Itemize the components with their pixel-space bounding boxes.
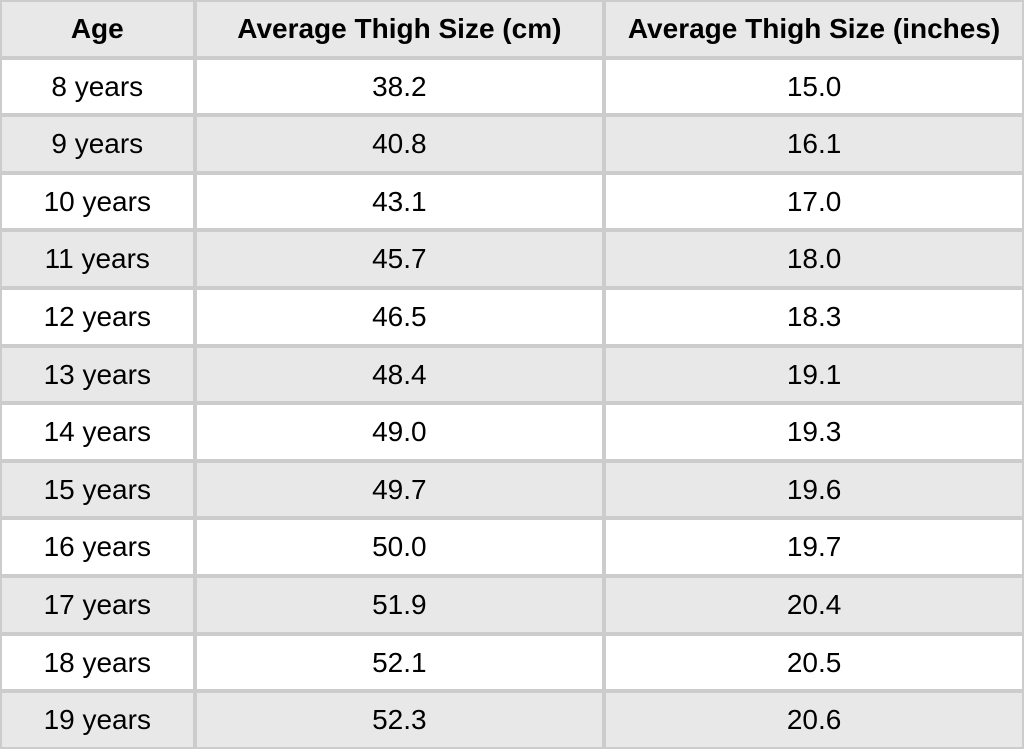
- cell-inches: 18.0: [604, 230, 1024, 288]
- col-header-age: Age: [0, 0, 195, 58]
- cell-cm: 49.7: [195, 461, 605, 519]
- cell-inches: 16.1: [604, 115, 1024, 173]
- cell-age: 9 years: [0, 115, 195, 173]
- cell-cm: 52.3: [195, 691, 605, 749]
- table-row: 15 years 49.7 19.6: [0, 461, 1024, 519]
- cell-inches: 19.1: [604, 346, 1024, 404]
- cell-cm: 46.5: [195, 288, 605, 346]
- table-row: 19 years 52.3 20.6: [0, 691, 1024, 749]
- cell-age: 14 years: [0, 403, 195, 461]
- table-row: 9 years 40.8 16.1: [0, 115, 1024, 173]
- cell-age: 10 years: [0, 173, 195, 231]
- cell-inches: 19.3: [604, 403, 1024, 461]
- cell-inches: 15.0: [604, 58, 1024, 116]
- table-row: 13 years 48.4 19.1: [0, 346, 1024, 404]
- cell-inches: 20.5: [604, 634, 1024, 692]
- table-row: 8 years 38.2 15.0: [0, 58, 1024, 116]
- cell-cm: 38.2: [195, 58, 605, 116]
- cell-age: 13 years: [0, 346, 195, 404]
- table-row: 16 years 50.0 19.7: [0, 518, 1024, 576]
- table-row: 17 years 51.9 20.4: [0, 576, 1024, 634]
- cell-age: 11 years: [0, 230, 195, 288]
- cell-cm: 43.1: [195, 173, 605, 231]
- cell-age: 12 years: [0, 288, 195, 346]
- cell-inches: 19.6: [604, 461, 1024, 519]
- cell-age: 15 years: [0, 461, 195, 519]
- cell-age: 19 years: [0, 691, 195, 749]
- cell-inches: 18.3: [604, 288, 1024, 346]
- cell-inches: 19.7: [604, 518, 1024, 576]
- table-header-row: Age Average Thigh Size (cm) Average Thig…: [0, 0, 1024, 58]
- cell-cm: 52.1: [195, 634, 605, 692]
- table-row: 11 years 45.7 18.0: [0, 230, 1024, 288]
- cell-cm: 45.7: [195, 230, 605, 288]
- cell-inches: 17.0: [604, 173, 1024, 231]
- col-header-inches: Average Thigh Size (inches): [604, 0, 1024, 58]
- table-row: 12 years 46.5 18.3: [0, 288, 1024, 346]
- table-row: 18 years 52.1 20.5: [0, 634, 1024, 692]
- cell-inches: 20.4: [604, 576, 1024, 634]
- cell-cm: 40.8: [195, 115, 605, 173]
- thigh-size-table: Age Average Thigh Size (cm) Average Thig…: [0, 0, 1024, 749]
- cell-cm: 48.4: [195, 346, 605, 404]
- cell-cm: 51.9: [195, 576, 605, 634]
- col-header-cm: Average Thigh Size (cm): [195, 0, 605, 58]
- cell-age: 16 years: [0, 518, 195, 576]
- cell-cm: 50.0: [195, 518, 605, 576]
- cell-age: 18 years: [0, 634, 195, 692]
- table-row: 14 years 49.0 19.3: [0, 403, 1024, 461]
- cell-age: 8 years: [0, 58, 195, 116]
- table-row: 10 years 43.1 17.0: [0, 173, 1024, 231]
- cell-age: 17 years: [0, 576, 195, 634]
- cell-cm: 49.0: [195, 403, 605, 461]
- cell-inches: 20.6: [604, 691, 1024, 749]
